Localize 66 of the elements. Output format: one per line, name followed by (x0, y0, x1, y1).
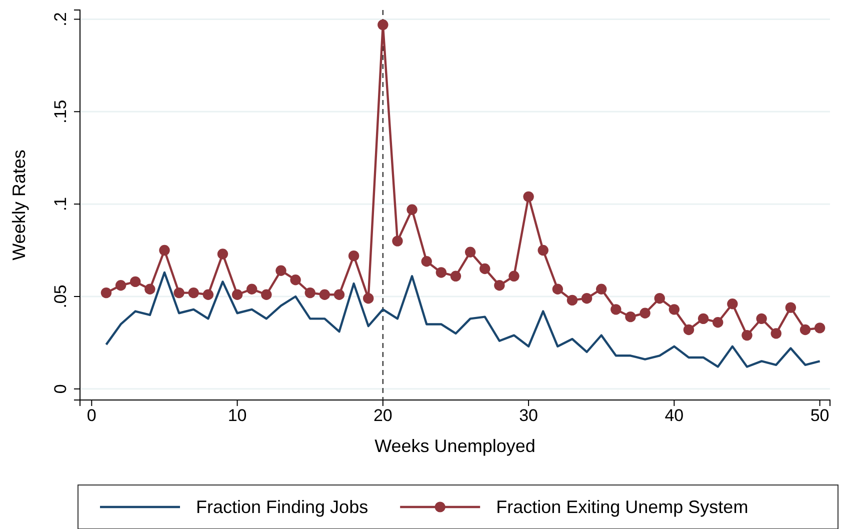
point (552, 284, 564, 294)
legend-label: Fraction Exiting Unemp System (496, 497, 748, 517)
point (290, 274, 301, 286)
point (538, 244, 548, 256)
y-tick-label: .2 (50, 12, 70, 26)
point (276, 265, 286, 276)
point (261, 289, 272, 300)
point (742, 330, 752, 341)
point (566, 294, 578, 306)
point (304, 287, 316, 298)
point (640, 308, 650, 318)
point (174, 287, 184, 298)
point (494, 280, 505, 291)
point (232, 289, 243, 300)
x-axis-title: Weeks Unemployed (374, 436, 536, 456)
point (756, 313, 767, 324)
point (596, 284, 607, 294)
x-tick-label: 20 (373, 406, 392, 426)
point (727, 298, 738, 310)
x-tick-label: 40 (664, 406, 684, 426)
y-axis-title: Weekly Rates (9, 150, 29, 260)
point (144, 284, 156, 294)
point (654, 293, 665, 304)
point (668, 304, 680, 315)
point (363, 293, 374, 304)
point (523, 191, 534, 202)
y-tick-label: .1 (50, 196, 70, 212)
point (217, 248, 228, 260)
x-tick-label: 50 (810, 406, 830, 426)
y-tick-label: .05 (50, 284, 70, 308)
point (319, 289, 330, 300)
line-series (105, 271, 821, 368)
point (334, 289, 345, 300)
point (348, 250, 360, 262)
point (421, 256, 432, 267)
point (188, 287, 199, 298)
x-tick-label: 30 (519, 406, 538, 426)
point (785, 302, 796, 313)
point (814, 322, 826, 334)
point (464, 246, 476, 258)
x-tick-label: 10 (228, 406, 247, 426)
point (100, 287, 112, 298)
point (480, 263, 490, 274)
point (202, 289, 214, 300)
y-tick-label: .15 (50, 100, 70, 124)
point (159, 244, 170, 256)
x-tick-label: 0 (86, 406, 96, 426)
point (392, 236, 403, 246)
point (508, 270, 520, 282)
point (610, 304, 622, 315)
point (406, 204, 418, 215)
point (800, 324, 811, 336)
point (450, 270, 462, 282)
point (246, 284, 258, 294)
point (712, 317, 724, 328)
legend-label: Fraction Finding Jobs (196, 497, 368, 517)
point (683, 324, 694, 336)
y-tick-label: 0 (50, 384, 70, 394)
point (115, 280, 126, 291)
point (770, 328, 782, 339)
point (130, 276, 141, 288)
point (625, 311, 636, 322)
point (436, 267, 447, 278)
point (698, 313, 709, 324)
point (378, 19, 388, 30)
point (581, 293, 592, 304)
